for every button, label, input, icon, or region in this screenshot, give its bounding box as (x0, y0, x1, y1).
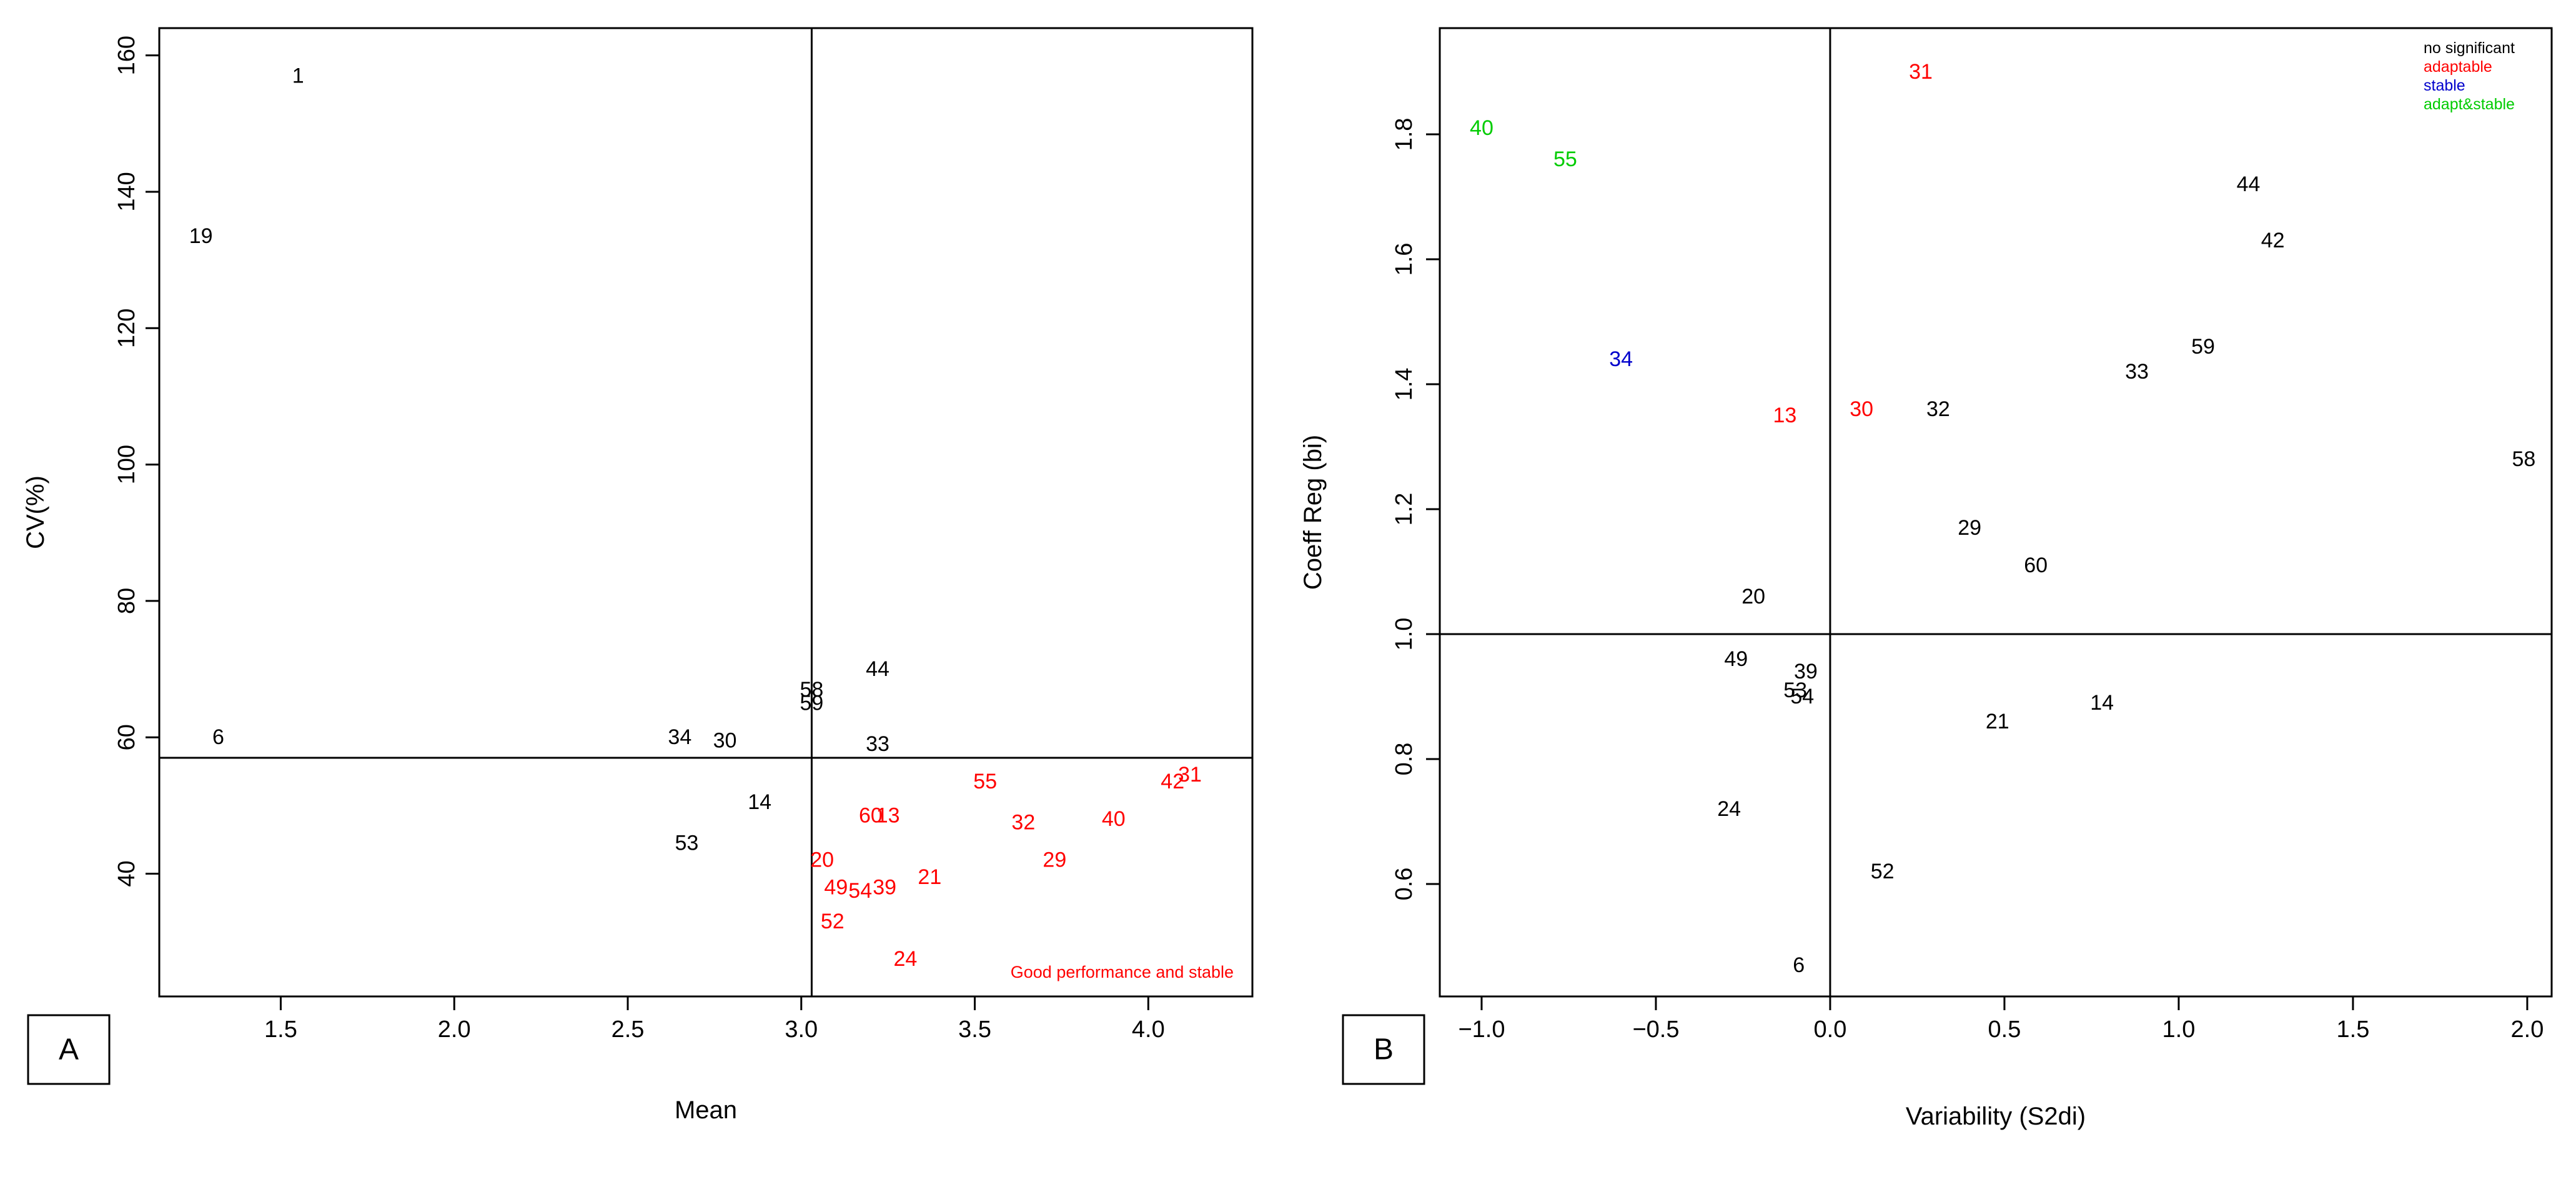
panel-label-box (27, 1014, 111, 1085)
y-tick-label: 40 (114, 860, 140, 886)
point-label: 39 (1794, 660, 1818, 683)
point-label: 14 (748, 790, 771, 814)
point-label: 59 (2191, 335, 2215, 359)
point-label: 60 (2024, 554, 2048, 577)
y-tick-label: 100 (114, 445, 140, 484)
x-tick-label: −1.0 (1458, 1016, 1505, 1043)
y-axis-label: Coeff Reg (bi) (1299, 435, 1327, 590)
y-tick-label: 80 (114, 588, 140, 614)
x-tick-label: 0.5 (1988, 1016, 2021, 1043)
point-label: 6 (212, 725, 224, 749)
x-tick-label: 3.0 (785, 1016, 818, 1043)
point-label: 24 (894, 947, 918, 971)
x-tick-label: 1.0 (2162, 1016, 2196, 1043)
x-tick-label: 2.0 (2511, 1016, 2544, 1043)
y-tick-label: 120 (114, 309, 140, 348)
y-tick-label: 60 (114, 724, 140, 750)
plot-frame (1439, 27, 2553, 998)
x-tick-label: 3.5 (958, 1016, 991, 1043)
legend-entry: no significant (2424, 39, 2515, 57)
point-label: 32 (1011, 811, 1035, 835)
point-label: 30 (713, 729, 737, 753)
y-tick-label: 140 (114, 172, 140, 211)
x-tick-label: 4.0 (1132, 1016, 1165, 1043)
x-axis-label: Mean (675, 1096, 737, 1124)
legend-entry: stable (2424, 77, 2465, 94)
annotation-text: Good performance and stable (1011, 963, 1234, 981)
point-label: 42 (2261, 229, 2285, 252)
x-tick-label: 1.5 (2337, 1016, 2370, 1043)
point-label: 32 (1926, 397, 1950, 421)
point-label: 33 (866, 732, 889, 756)
point-label: 54 (848, 879, 872, 903)
point-label: 59 (800, 692, 824, 715)
point-label: 6 (1793, 953, 1805, 977)
point-label: 31 (1909, 60, 1933, 84)
point-label: 55 (973, 770, 997, 793)
point-label: 30 (1850, 397, 1873, 421)
y-tick-label: 0.6 (1391, 868, 1417, 901)
point-label: 58 (2512, 447, 2535, 471)
point-label: 52 (821, 910, 845, 933)
y-axis-label: CV(%) (22, 475, 49, 549)
point-label: 29 (1958, 516, 1981, 540)
x-tick-label: −0.5 (1632, 1016, 1679, 1043)
legend-entry: adapt&stable (2424, 96, 2515, 113)
point-label: 34 (668, 725, 691, 749)
x-tick-label: 1.5 (264, 1016, 297, 1043)
y-tick-label: 1.0 (1391, 618, 1417, 651)
x-tick-label: 2.5 (612, 1016, 645, 1043)
point-label: 53 (675, 831, 699, 855)
point-label: 52 (1871, 860, 1895, 883)
x-tick-label: 0.0 (1814, 1016, 1847, 1043)
x-tick-label: 2.0 (438, 1016, 471, 1043)
point-label: 55 (1553, 147, 1577, 171)
legend-entry: adaptable (2424, 58, 2492, 76)
point-label: 13 (1773, 404, 1796, 427)
point-label: 13 (876, 804, 900, 828)
y-tick-label: 1.2 (1391, 493, 1417, 526)
y-tick-label: 1.8 (1391, 118, 1417, 151)
point-label: 24 (1717, 797, 1741, 821)
point-label: 20 (1741, 585, 1765, 608)
y-tick-label: 1.4 (1391, 368, 1417, 401)
point-label: 40 (1102, 807, 1126, 831)
point-label: 58 (800, 678, 824, 702)
point-label: 54 (1790, 685, 1814, 708)
point-label: 49 (824, 875, 848, 899)
y-tick-label: 1.6 (1391, 243, 1417, 276)
point-label: 29 (1043, 848, 1066, 872)
point-label: 1 (292, 64, 304, 87)
point-label: 33 (2125, 360, 2149, 384)
panel-label: A (59, 1033, 79, 1066)
panel-b: −1.0 −0.5 0.0 0.5 1.0 1.5 2.0 0.6 0.8 1.0 1.2 1.4 1.… (1299, 27, 2553, 1130)
point-label: 40 (1470, 116, 1494, 140)
point-label: 49 (1724, 647, 1748, 671)
panel-label: B (1374, 1033, 1394, 1066)
point-label: 53 (1783, 678, 1807, 702)
x-axis-label: Variability (S2di) (1906, 1103, 2086, 1130)
point-label: 60 (859, 804, 883, 828)
point-label: 34 (1609, 347, 1633, 371)
point-label: 19 (189, 224, 213, 248)
panel-label-box (1342, 1014, 1425, 1085)
plot-frame (158, 27, 1254, 998)
point-label: 20 (810, 848, 834, 872)
point-label: 42 (1161, 770, 1184, 793)
point-label: 39 (873, 875, 896, 899)
point-label: 31 (1178, 763, 1202, 787)
point-label: 14 (2090, 691, 2114, 715)
panel-a: 1.5 2.0 2.5 3.0 3.5 4.0406080100120140160Mean… (22, 27, 1254, 1124)
point-label: 44 (2237, 172, 2261, 196)
y-tick-label: 0.8 (1391, 743, 1417, 776)
point-label: 21 (918, 865, 941, 889)
point-label: 44 (866, 657, 889, 681)
point-label: 21 (1986, 710, 2009, 733)
y-tick-label: 160 (114, 36, 140, 75)
